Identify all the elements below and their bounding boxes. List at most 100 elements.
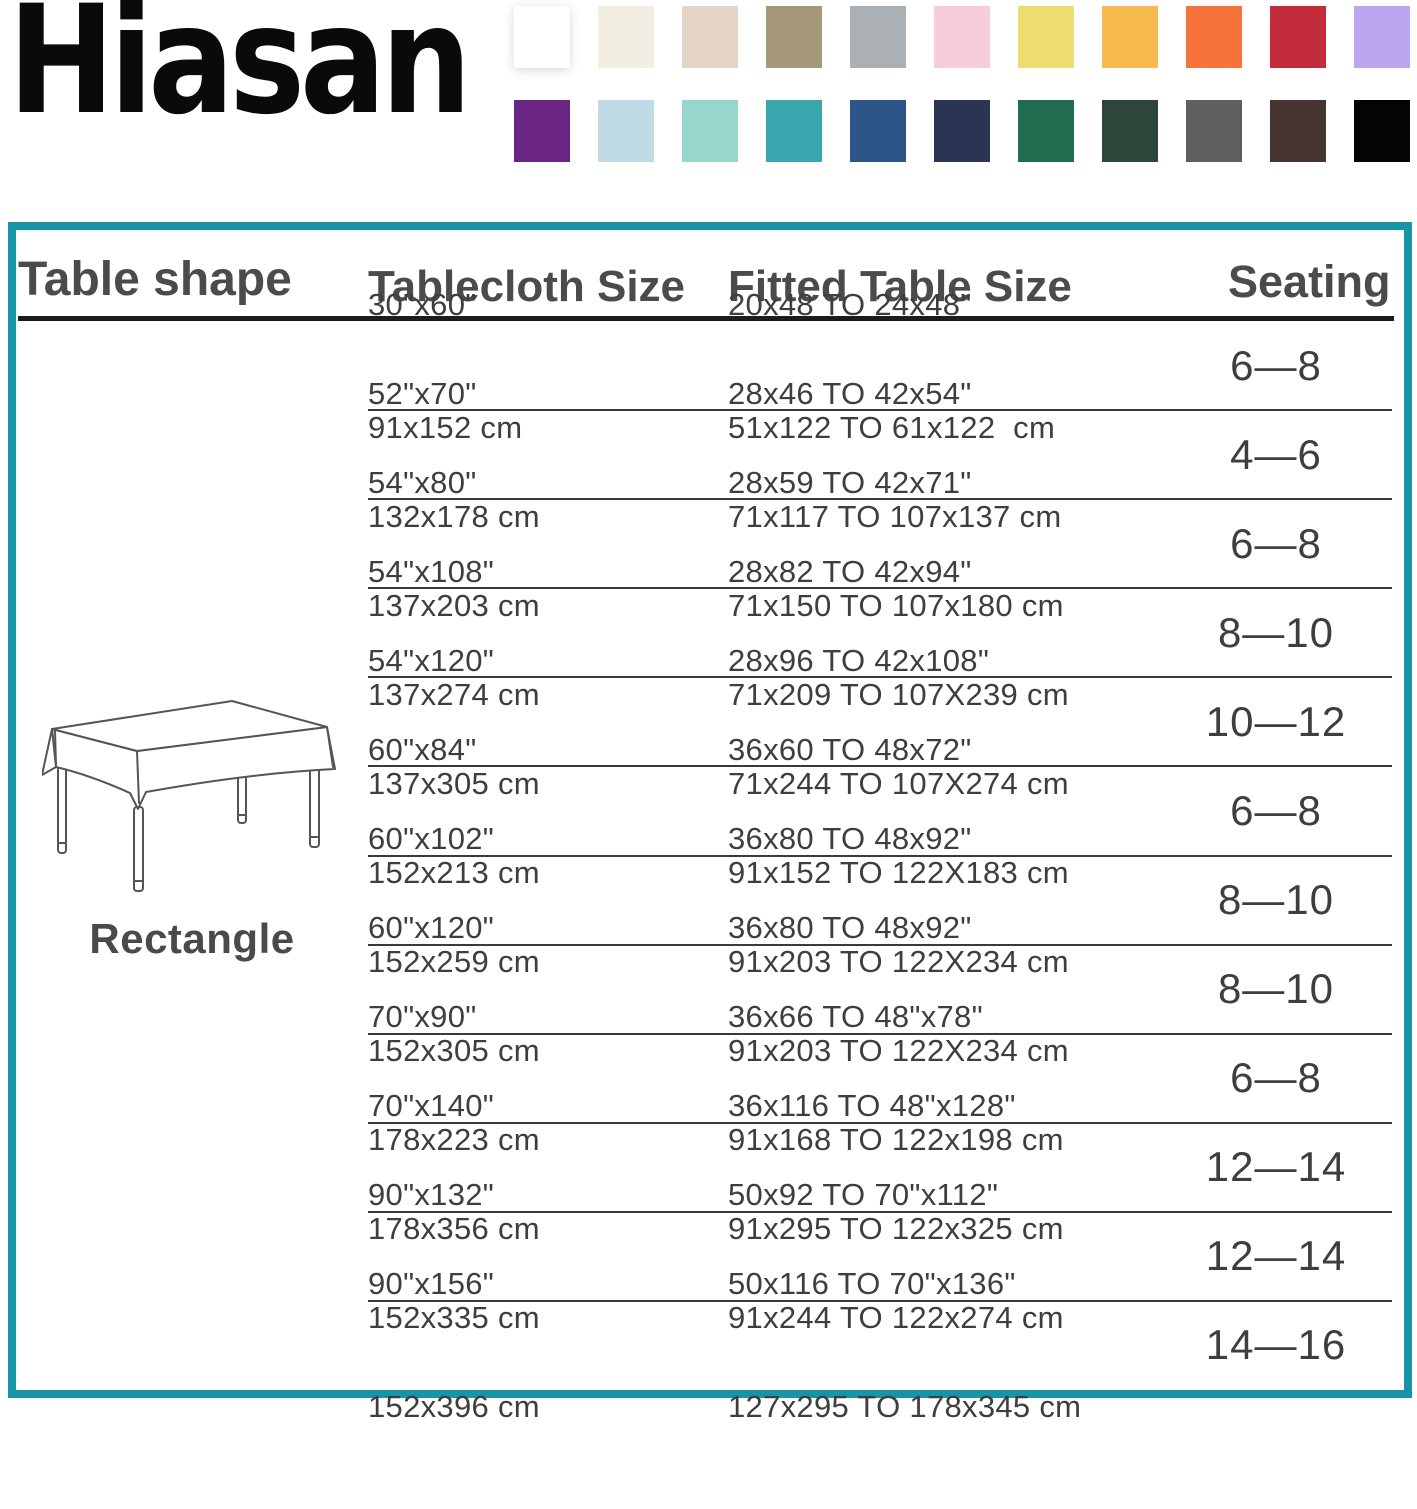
size-table-row: 52"x70" 132x178 cm 28x46 TO 42x54" 71x11… xyxy=(16,376,1404,534)
fitted-size-inches: 28x59 TO 42x71" xyxy=(728,464,972,500)
seating-value: 6—8 xyxy=(1230,786,1322,834)
color-swatch-beige xyxy=(682,6,738,68)
fitted-size-cm: 71x150 TO 107x180 cm xyxy=(728,587,1064,623)
fitted-size-inches: 36x80 TO 48x92" xyxy=(728,910,972,946)
fitted-size-cm: 91x168 TO 122x198 cm xyxy=(728,1122,1064,1158)
tablecloth-size-cm: 178x223 cm xyxy=(368,1122,540,1158)
color-swatch-pink xyxy=(934,6,990,68)
tablecloth-size-cell: 30"x60" 91x152 cm xyxy=(368,202,522,530)
row-divider xyxy=(368,498,1392,501)
tablecloth-size-inches: 30"x60" xyxy=(368,286,477,322)
row-divider xyxy=(368,676,1392,679)
tablecloth-size-cm: 152x335 cm xyxy=(368,1300,540,1336)
tablecloth-size-cm: 137x203 cm xyxy=(368,587,540,623)
table-shape-cell: Rectangle xyxy=(16,321,368,1390)
tablecloth-size-cell: 70"x90" 178x223 cm xyxy=(368,914,540,1242)
seating-value: 6—8 xyxy=(1230,1054,1322,1102)
tablecloth-size-cell: 54"x108" 137x274 cm xyxy=(368,469,540,797)
color-swatch-aqua xyxy=(682,100,738,162)
color-swatch-yellow xyxy=(1018,6,1074,68)
size-table-row: 54"x120" 137x305 cm 28x96 TO 42x108" 71x… xyxy=(16,643,1404,801)
color-swatch-black xyxy=(1354,100,1410,162)
fitted-size-cm: 91x295 TO 122x325 cm xyxy=(728,1211,1064,1247)
row-divider xyxy=(368,409,1392,412)
tablecloth-size-cm: 137x274 cm xyxy=(368,676,540,712)
fitted-size-inches: 28x96 TO 42x108" xyxy=(728,642,990,678)
row-divider xyxy=(368,765,1392,768)
color-swatch-dark-grey xyxy=(1186,100,1242,162)
fitted-size-cm: 91x203 TO 122X234 cm xyxy=(728,1033,1069,1069)
size-table-row: 54"x108" 137x274 cm 28x82 TO 42x94" 71x2… xyxy=(16,554,1404,712)
size-table-row: 54"x80" 137x203 cm 28x59 TO 42x71" 71x15… xyxy=(16,465,1404,623)
color-swatch-ivory xyxy=(598,6,654,68)
fitted-size-inches: 50x116 TO 70"x136" xyxy=(728,1266,1016,1302)
seating-value: 6—8 xyxy=(1230,341,1322,389)
tablecloth-size-cm: 152x305 cm xyxy=(368,1033,540,1069)
fitted-size-inches: 28x46 TO 42x54" xyxy=(728,375,972,411)
row-divider xyxy=(368,1121,1392,1124)
color-swatch-brown xyxy=(1270,100,1326,162)
fitted-size-cell: 28x82 TO 42x94" 71x209 TO 107X239 cm xyxy=(728,469,1069,797)
fitted-size-cell: 36x66 TO 48"x78" 91x168 TO 122x198 cm xyxy=(728,914,1064,1242)
size-table-row: 60"x120" 152x305 cm 36x80 TO 48x92" 91x2… xyxy=(16,910,1404,1068)
size-table-row: 70"x90" 178x223 cm 36x66 TO 48"x78" 91x1… xyxy=(16,999,1404,1157)
size-table-row: 70"x140" 178x356 cm 36x116 TO 48"x128" 9… xyxy=(16,1088,1404,1246)
tablecloth-size-cell: 90"x132" 152x335 cm xyxy=(368,1092,540,1420)
size-chart-panel: Table shape Tablecloth Size Fitted Table… xyxy=(8,222,1412,1424)
row-divider xyxy=(368,943,1392,946)
tablecloth-size-cm: 152x396 cm xyxy=(368,1389,540,1425)
tablecloth-size-cell: 54"x80" 137x203 cm xyxy=(368,380,540,708)
fitted-size-cm: 91x152 TO 122X183 cm xyxy=(728,854,1069,890)
column-header-seating: Seating xyxy=(1228,256,1391,307)
row-divider xyxy=(368,1299,1392,1302)
fitted-size-cell: 36x116 TO 48"x128" 91x295 TO 122x325 cm xyxy=(728,1003,1064,1331)
tablecloth-size-cm: 152x259 cm xyxy=(368,944,540,980)
color-swatch-khaki xyxy=(766,6,822,68)
color-swatch-grid xyxy=(514,6,1410,162)
seating-value: 4—6 xyxy=(1230,430,1322,478)
seating-value: 10—12 xyxy=(1205,697,1347,745)
seating-value: 8—10 xyxy=(1217,608,1335,656)
fitted-size-cm: 127x295 TO 178x345 cm xyxy=(728,1389,1082,1425)
tablecloth-size-inches: 60"x102" xyxy=(368,821,495,857)
column-header-fitted-table-size: Fitted Table Size xyxy=(728,262,1072,311)
tablecloth-size-cell: 52"x70" 132x178 cm xyxy=(368,291,540,619)
tablecloth-size-inches: 60"x84" xyxy=(368,731,477,767)
tablecloth-size-cell: 70"x140" 178x356 cm xyxy=(368,1003,540,1331)
color-swatch-orange xyxy=(1186,6,1242,68)
fitted-size-cm: 71x117 TO 107x137 cm xyxy=(728,498,1062,534)
fitted-size-cm: 51x122 TO 61x122 cm xyxy=(728,409,1056,445)
row-divider xyxy=(368,587,1392,590)
tablecloth-size-cm: 137x305 cm xyxy=(368,765,540,801)
fitted-size-inches: 50x92 TO 70"x112" xyxy=(728,1177,999,1213)
brand-logo: Hiasan xyxy=(8,0,472,148)
row-divider xyxy=(368,1032,1392,1035)
fitted-size-cm: 91x203 TO 122X234 cm xyxy=(728,944,1069,980)
seating-value: 12—14 xyxy=(1205,1143,1347,1191)
tablecloth-size-inches: 54"x108" xyxy=(368,553,495,589)
color-swatch-navy xyxy=(934,100,990,162)
color-swatch-lavender xyxy=(1354,6,1410,68)
color-swatch-blue xyxy=(850,100,906,162)
fitted-size-cm: 71x244 TO 107X274 cm xyxy=(728,765,1069,801)
tablecloth-size-inches: 54"x80" xyxy=(368,464,477,500)
fitted-size-cell: 36x60 TO 48x72" 91x152 TO 122X183 cm xyxy=(728,647,1069,975)
column-header-tablecloth-size: Tablecloth Size xyxy=(368,262,686,311)
tablecloth-size-inches: 54"x120" xyxy=(368,642,495,678)
color-swatch-gold xyxy=(1102,6,1158,68)
seating-value: 6—8 xyxy=(1230,519,1322,567)
fitted-size-cm: 91x244 TO 122x274 cm xyxy=(728,1300,1064,1336)
size-table-row: 90"x132" 152x335 cm 50x92 TO 70"x112" 91… xyxy=(16,1177,1404,1335)
tablecloth-size-cm: 132x178 cm xyxy=(368,498,540,534)
fitted-size-cell: 36x80 TO 48x92" 91x203 TO 122X234 cm xyxy=(728,736,1069,1064)
tablecloth-size-cm: 91x152 cm xyxy=(368,409,523,445)
size-table-body: 30"x60" 91x152 cm 20x48 TO 24x48" 51x122… xyxy=(16,287,1404,1424)
fitted-size-inches: 36x116 TO 48"x128" xyxy=(728,1088,1016,1124)
tablecloth-size-inches: 90"x156" xyxy=(368,1266,495,1302)
size-table-row: 30"x60" 91x152 cm 20x48 TO 24x48" 51x122… xyxy=(16,287,1404,445)
color-swatch-dark-green xyxy=(1102,100,1158,162)
color-swatch-light-blue xyxy=(598,100,654,162)
tablecloth-size-inches: 90"x132" xyxy=(368,1177,495,1213)
fitted-size-inches: 36x80 TO 48x92" xyxy=(728,821,972,857)
fitted-size-inches: 36x60 TO 48x72" xyxy=(728,731,972,767)
